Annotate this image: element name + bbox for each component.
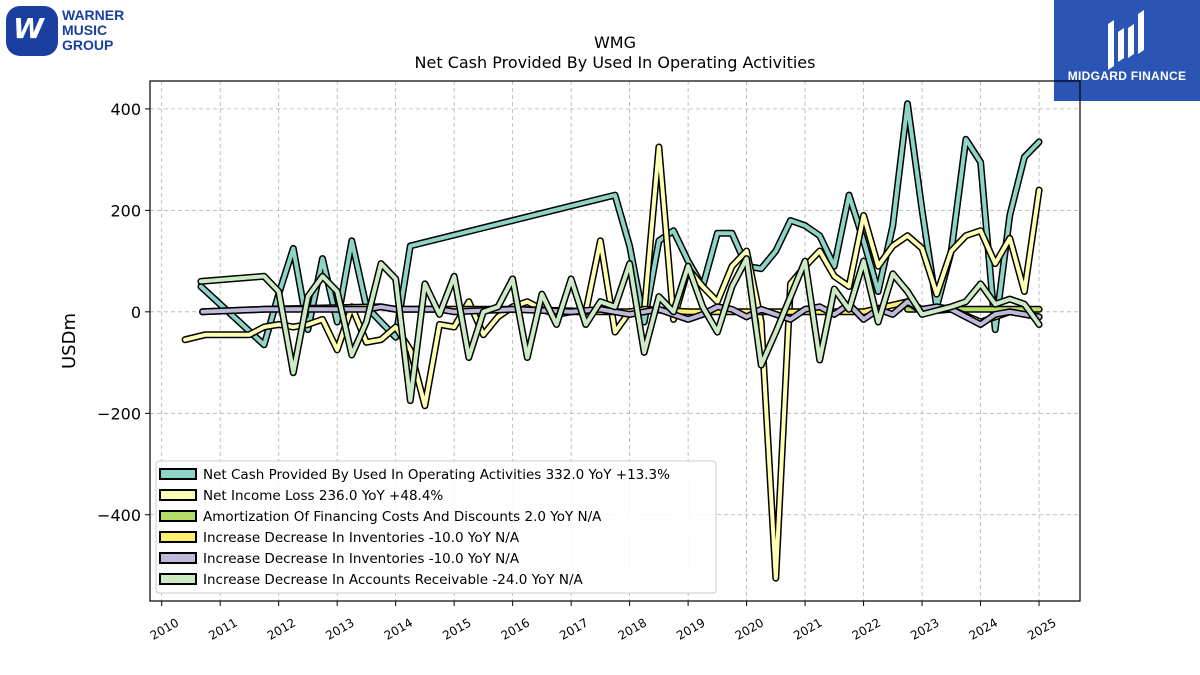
legend-label-6: Increase Decrease In Accounts Receivable… [203,572,584,588]
y-tick-label: −200 [97,404,141,423]
y-tick-label: 0 [131,303,141,322]
wmg-badge-icon: W [6,6,58,56]
x-tick-label: 2013 [323,615,356,642]
plot-frame [149,80,1081,602]
legend-swatch-2 [159,489,197,501]
midgard-mark-icon [1108,10,1144,70]
series-layer [181,100,1043,582]
x-tick-label: 2011 [206,615,239,642]
x-tick-label: 2017 [557,615,590,642]
warner-music-group-logo: W WARNER MUSIC GROUP [6,6,136,56]
chart-subtitle: Net Cash Provided By Used In Operating A… [415,53,816,72]
x-tick-label: 2014 [382,615,415,642]
series-1 [197,100,1043,349]
series-5-line [200,299,1042,327]
grid-lines [150,81,1080,601]
wmg-logo-line-2: MUSIC [62,22,108,38]
x-tick-label: 2022 [850,615,883,642]
wmg-logo-text: WARNER MUSIC GROUP [62,8,124,53]
x-tick-label: 2018 [616,615,649,642]
series-6 [197,255,1043,405]
y-tick-label: 200 [110,201,141,220]
legend: Net Cash Provided By Used In Operating A… [155,460,717,594]
legend-swatch-6 [159,573,197,585]
wmg-logo-line-3: GROUP [62,37,114,53]
legend-swatch-4 [159,531,197,543]
x-tick-label: 2019 [674,615,707,642]
x-tick-label: 2023 [908,615,941,642]
legend-label-5: Increase Decrease In Inventories -10.0 Y… [203,551,520,567]
series-1-line [198,101,1042,347]
legend-label-1: Net Cash Provided By Used In Operating A… [203,467,670,483]
series-5 [199,298,1043,328]
legend-swatch-1 [159,468,197,480]
legend-swatch-5 [159,552,197,564]
legend-swatch-3 [159,510,197,522]
legend-label-2: Net Income Loss 236.0 YoY +48.4% [203,488,443,504]
x-tick-label: 2025 [1025,615,1058,642]
y-tick-label: −400 [97,506,141,525]
x-tick-label: 2024 [967,615,1000,642]
midgard-finance-logo: MIDGARD FINANCE [1054,0,1200,101]
x-tick-label: 2010 [148,615,181,642]
chart-title: WMG [594,33,636,52]
legend-label-3: Amortization Of Financing Costs And Disc… [203,509,602,525]
x-tick-label: 2015 [440,615,473,642]
y-axis-label: USDm [59,313,80,369]
x-tick-label: 2020 [733,615,766,642]
legend-label-4: Increase Decrease In Inventories -10.0 Y… [203,530,520,546]
wmg-logo-line-1: WARNER [62,7,125,23]
legend-box [155,460,717,594]
y-tick-label: 400 [110,100,141,119]
x-tick-label: 2012 [265,615,298,642]
midgard-logo-text: MIDGARD FINANCE [1067,69,1187,83]
x-tick-label: 2016 [499,615,532,642]
series-6-line [198,256,1042,403]
x-tick-label: 2021 [791,615,824,642]
